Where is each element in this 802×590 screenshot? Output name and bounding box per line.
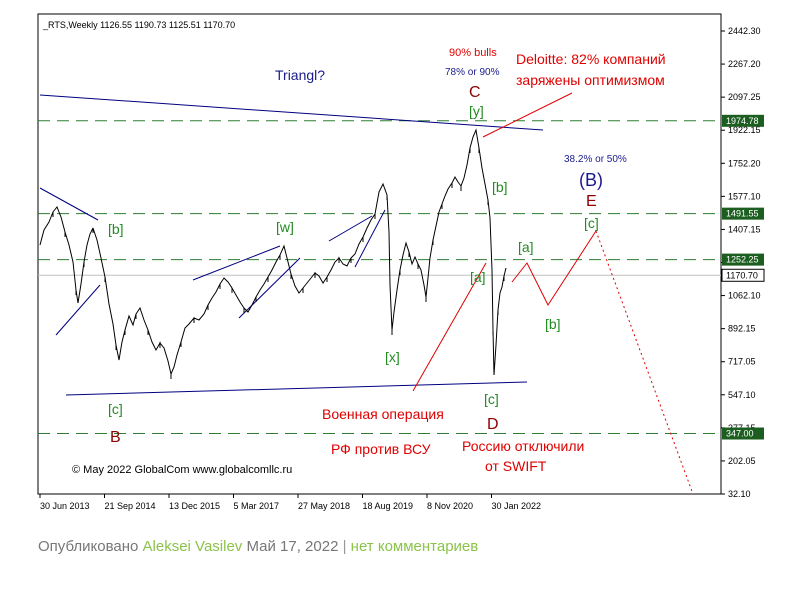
- current-price-label: 1170.70: [721, 268, 765, 282]
- deloitte-pointer: [482, 92, 573, 138]
- plot-frame: [37, 13, 722, 495]
- post-date: Май 17, 2022: [246, 538, 339, 555]
- level-label-bg: [722, 427, 764, 440]
- x-tick-label: 13 Dec 2015: [169, 501, 220, 511]
- wave-label-a1: [a]: [470, 269, 486, 285]
- wave-label-B: B: [110, 429, 121, 446]
- trend-lines: [39, 94, 544, 396]
- wave-label-B-big: (B): [579, 170, 603, 190]
- level-label-bg: [722, 253, 764, 266]
- y-tick-label: 32.10: [728, 489, 751, 499]
- trendline-x: [328, 215, 373, 242]
- level-label: 1491.55: [726, 209, 759, 219]
- x-tick-label: 30 Jan 2022: [492, 501, 542, 511]
- y-tick-label: 1407.15: [728, 224, 761, 234]
- annotation-triangle: Triangl?: [275, 67, 325, 83]
- level-label: 1252.25: [726, 255, 759, 265]
- current-label-text: 1170.70: [726, 270, 758, 280]
- y-tick-label: 1577.10: [728, 191, 761, 201]
- y-tick-label: 1922.15: [728, 125, 761, 135]
- author-link[interactable]: Aleksei Vasilev: [142, 538, 243, 555]
- wave-label-c3: [c]: [584, 215, 599, 231]
- annotations: Triangl? 90% bulls 78% or 90% Deloitte: …: [72, 47, 666, 476]
- comments-link[interactable]: нет комментариев: [350, 538, 479, 555]
- level-label-bg: [722, 114, 764, 127]
- y-tick-label: 717.05: [728, 357, 756, 367]
- forecast-solid: [511, 230, 597, 307]
- wave-label-D: D: [487, 416, 499, 433]
- wave-labels: [b] [c] B [w] [x] [y] C [a] [b] [c] D [a…: [108, 84, 603, 446]
- wave-label-E: E: [586, 193, 597, 210]
- x-tick-label: 8 Nov 2020: [427, 501, 473, 511]
- wave-label-C: C: [469, 84, 481, 101]
- wave-label-y: [y]: [469, 103, 484, 119]
- x-tick-label: 18 Aug 2019: [363, 501, 414, 511]
- level-labels: 1974.78 1491.55 1252.25 347.00: [722, 114, 764, 440]
- x-axis-ticks: 30 Jun 2013 21 Sep 2014 13 Dec 2015 5 Mar 2…: [39, 494, 542, 511]
- level-label-bg: [722, 207, 764, 220]
- chart-header: _RTS,Weekly 1126.55 1190.73 1125.51 1170…: [42, 20, 235, 30]
- level-label: 347.00: [726, 429, 754, 439]
- current-label-bg: [721, 268, 765, 282]
- y-tick-label: 2442.30: [728, 26, 761, 36]
- y-tick-label: 1062.10: [728, 291, 761, 301]
- x-tick-label: 21 Sep 2014: [105, 501, 156, 511]
- price-series: [39, 128, 507, 379]
- level-label: 1974.78: [726, 116, 759, 126]
- forecast-dotted: [595, 230, 694, 495]
- wave-label-c1: [c]: [108, 401, 123, 417]
- y-axis-ticks: 2442.30 2267.20 2097.25 1922.15 1752.20 1577.…: [721, 26, 761, 499]
- y-tick-label: 202.05: [728, 456, 756, 466]
- wave-label-w: [w]: [276, 219, 294, 235]
- annotation-war-1: Военная операция: [322, 406, 444, 422]
- annotation-swift-2: от SWIFT: [485, 458, 547, 474]
- y-tick-label: 2097.25: [728, 92, 761, 102]
- x-tick-label: 5 Mar 2017: [234, 501, 280, 511]
- x-tick-label: 27 May 2018: [298, 501, 350, 511]
- trendline-2013: [39, 187, 99, 221]
- y-tick-label: 892.15: [728, 324, 756, 334]
- trendline-bottom: [65, 381, 528, 396]
- y-tick-label: 2267.20: [728, 59, 761, 69]
- wave-label-x: [x]: [385, 349, 400, 365]
- separator: |: [342, 538, 347, 555]
- annotation-war-2: РФ против ВСУ: [331, 441, 431, 457]
- annotation-copyright: © May 2022 GlobalCom www.globalcomllc.ru: [72, 464, 292, 476]
- annotation-bulls-sub: 78% or 90%: [445, 67, 500, 78]
- wave-label-b2: [b]: [492, 179, 508, 195]
- war-pointer: [412, 262, 487, 392]
- annotation-deloitte-1: Deloitte: 82% компаний: [516, 51, 666, 67]
- annotation-fib: 38.2% or 50%: [564, 154, 627, 165]
- wave-label-a2: [a]: [518, 239, 534, 255]
- post-meta: Опубликовано Aleksei Vasilev Май 17, 202…: [38, 538, 478, 555]
- published-label: Опубликовано: [38, 538, 139, 555]
- annotation-deloitte-2: заряжены оптимизмом: [516, 72, 665, 88]
- wave-label-b1: [b]: [108, 221, 124, 237]
- wave-label-c2: [c]: [484, 391, 499, 407]
- trendline-x-low: [354, 209, 386, 268]
- trendline-top: [39, 94, 544, 131]
- wave-label-b3: [b]: [545, 316, 561, 332]
- annotation-bulls: 90% bulls: [449, 47, 497, 59]
- trendline-2013-low: [55, 284, 101, 336]
- annotation-swift-1: Россию отключили: [462, 438, 584, 454]
- y-tick-label: 1752.20: [728, 158, 761, 168]
- x-tick-label: 30 Jun 2013: [40, 501, 90, 511]
- trendline-w: [192, 245, 281, 281]
- y-tick-label: 547.10: [728, 390, 756, 400]
